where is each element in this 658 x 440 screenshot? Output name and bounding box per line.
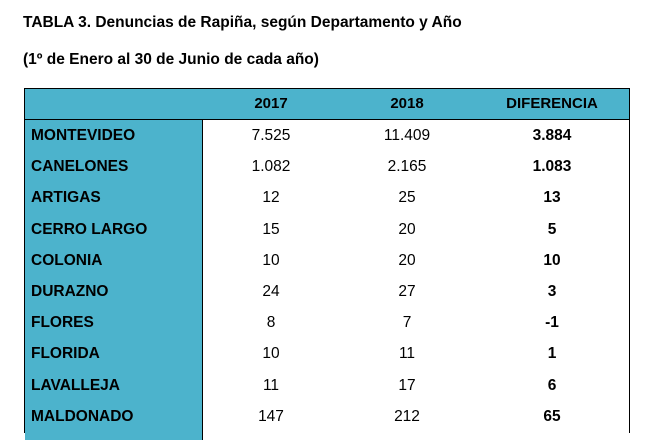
value-2018: 27	[398, 282, 416, 300]
value-2017: 15	[262, 220, 280, 238]
value-diferencia: -1	[545, 314, 559, 332]
value-2017: 1.082	[251, 158, 291, 176]
table-row: COLONIA 10 20 10	[25, 245, 629, 276]
department-name: FLORIDA	[31, 345, 100, 363]
table-row: DURAZNO 24 27 3	[25, 276, 629, 307]
department-name: MALDONADO	[31, 407, 134, 425]
value-2017: 8	[266, 314, 276, 332]
value-2017: 10	[262, 251, 280, 269]
value-2017: 24	[262, 282, 280, 300]
column-header-2017: 2017	[254, 95, 288, 112]
table-row: FLORIDA 10 11 1	[25, 338, 629, 369]
table-body: MONTEVIDEO 7.525 11.409 3.884 CANELONES …	[25, 120, 629, 432]
value-diferencia: 1.083	[532, 158, 572, 176]
column-header-diferencia: DIFERENCIA	[506, 95, 598, 112]
table-title: TABLA 3. Denuncias de Rapiña, según Depa…	[23, 14, 462, 31]
value-2017: 147	[258, 407, 284, 425]
department-name: LAVALLEJA	[31, 376, 120, 394]
value-2018: 20	[398, 251, 416, 269]
value-diferencia: 3	[547, 282, 557, 300]
value-diferencia: 65	[543, 407, 561, 425]
department-column-background	[25, 120, 203, 440]
value-diferencia: 3.884	[532, 127, 572, 144]
department-name: CERRO LARGO	[31, 220, 148, 238]
value-diferencia: 6	[547, 376, 557, 394]
department-name: CANELONES	[31, 158, 129, 176]
value-2017: 12	[262, 189, 280, 207]
table-row: CERRO LARGO 15 20 5	[25, 214, 629, 245]
table-header-row: 2017 2018 DIFERENCIA	[25, 89, 629, 120]
value-diferencia: 10	[543, 251, 561, 269]
value-2017: 10	[262, 345, 280, 363]
value-2018: 2.165	[387, 158, 427, 176]
value-2018: 11	[398, 345, 416, 363]
department-name: DURAZNO	[31, 282, 109, 300]
value-2018: 7	[402, 314, 412, 332]
table-row: CANELONES 1.082 2.165 1.083	[25, 151, 629, 182]
value-2018: 25	[398, 189, 416, 207]
table-row: MALDONADO 147 212 65	[25, 401, 629, 432]
department-name: COLONIA	[31, 251, 103, 269]
value-2017: 11	[262, 376, 280, 394]
value-diferencia: 13	[543, 189, 561, 207]
value-2018: 11.409	[383, 127, 431, 144]
value-2018: 212	[394, 407, 420, 425]
value-2017: 7.525	[251, 127, 291, 144]
table-subtitle: (1º de Enero al 30 de Junio de cada año)	[23, 51, 319, 68]
value-2018: 17	[398, 376, 416, 394]
department-name: ARTIGAS	[31, 189, 101, 207]
table-row: ARTIGAS 12 25 13	[25, 182, 629, 213]
value-diferencia: 1	[547, 345, 557, 363]
department-name: FLORES	[31, 314, 94, 332]
value-diferencia: 5	[547, 220, 557, 238]
table-row: FLORES 8 7 -1	[25, 307, 629, 338]
value-2018: 20	[398, 220, 416, 238]
data-table: 2017 2018 DIFERENCIA MONTEVIDEO 7.525 11…	[24, 88, 630, 440]
department-name: MONTEVIDEO	[31, 127, 136, 144]
column-header-2018: 2018	[390, 95, 424, 112]
table-row: MONTEVIDEO 7.525 11.409 3.884	[25, 120, 629, 151]
table-row: LAVALLEJA 11 17 6	[25, 370, 629, 401]
